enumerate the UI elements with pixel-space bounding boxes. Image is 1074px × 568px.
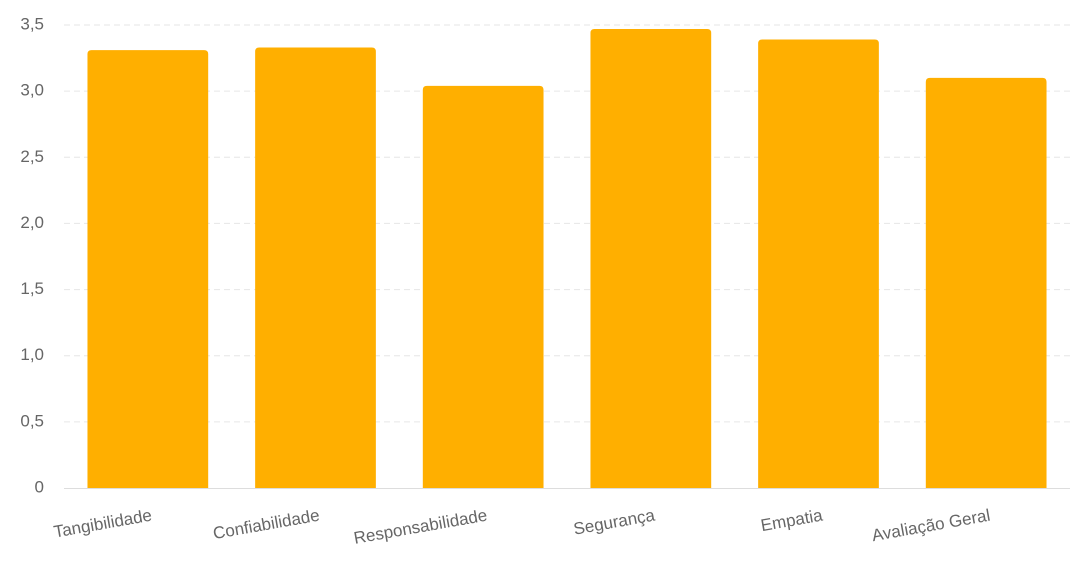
- bar: [87, 50, 209, 489]
- x-tick-label: Avaliação Geral: [870, 506, 991, 545]
- bar: [925, 77, 1047, 489]
- x-tick-label: Segurança: [572, 506, 657, 539]
- y-tick-label: 1,5: [20, 279, 44, 298]
- y-tick-label: 0: [35, 477, 44, 496]
- y-tick-label: 3,0: [20, 81, 44, 100]
- x-tick-label: Empatia: [759, 506, 824, 536]
- x-tick-label: Responsabilidade: [352, 506, 488, 548]
- y-tick-label: 1,0: [20, 345, 44, 364]
- bar: [590, 28, 712, 489]
- x-tick-label: Tangibilidade: [52, 506, 153, 542]
- y-tick-label: 2,0: [20, 213, 44, 232]
- bar: [758, 39, 879, 489]
- y-tick-label: 2,5: [20, 147, 44, 166]
- y-tick-label: 3,5: [20, 14, 44, 33]
- bar: [422, 85, 544, 488]
- bar: [255, 47, 376, 488]
- x-tick-label: Confiabilidade: [212, 506, 321, 543]
- y-tick-label: 0,5: [20, 411, 44, 430]
